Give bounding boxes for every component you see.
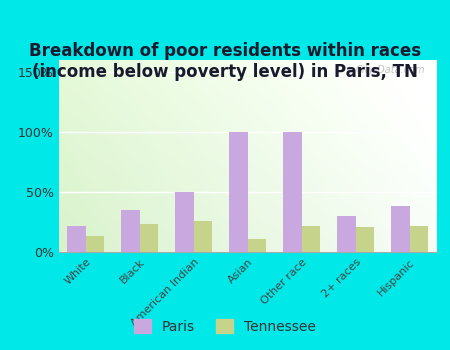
Bar (140, 224, 158, 252)
Legend: Paris, Tennessee: Paris, Tennessee (129, 314, 321, 340)
Bar (121, 210, 140, 252)
Bar (86, 236, 104, 252)
Bar (175, 192, 194, 252)
Text: City-Data.com: City-Data.com (356, 65, 425, 75)
Bar (410, 225, 428, 252)
Bar (356, 227, 374, 252)
Bar (302, 225, 320, 252)
Bar (337, 216, 356, 252)
Bar (194, 221, 212, 252)
Bar (67, 225, 86, 252)
Bar (229, 132, 248, 252)
Bar (283, 132, 302, 252)
Text: Breakdown of poor residents within races
(income below poverty level) in Paris, : Breakdown of poor residents within races… (29, 42, 421, 81)
Bar (391, 206, 410, 252)
Bar (248, 239, 266, 252)
